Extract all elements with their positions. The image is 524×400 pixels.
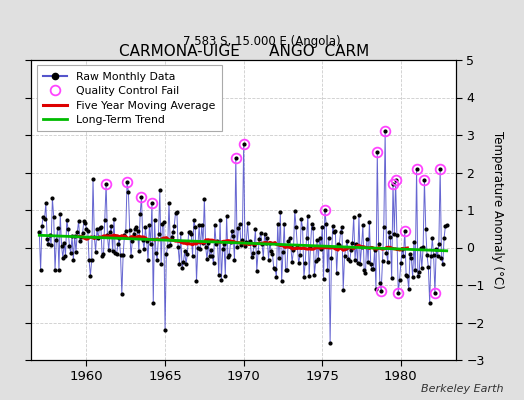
Y-axis label: Temperature Anomaly (°C): Temperature Anomaly (°C) xyxy=(491,131,504,289)
Text: Berkeley Earth: Berkeley Earth xyxy=(421,384,503,394)
Legend: Raw Monthly Data, Quality Control Fail, Five Year Moving Average, Long-Term Tren: Raw Monthly Data, Quality Control Fail, … xyxy=(37,66,222,132)
Title: CARMONA-UIGE      ANGO  CARM: CARMONA-UIGE ANGO CARM xyxy=(118,44,369,59)
Text: 7.583 S, 15.000 E (Angola): 7.583 S, 15.000 E (Angola) xyxy=(183,36,341,48)
